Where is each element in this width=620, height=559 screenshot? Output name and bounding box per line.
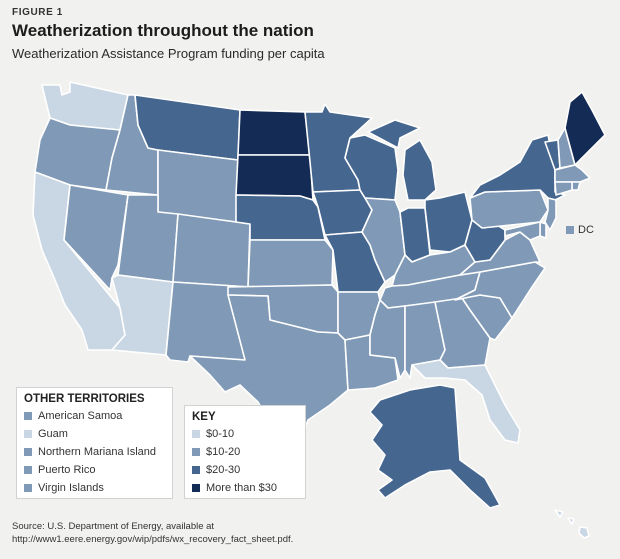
map-title: Weatherization throughout the nation — [12, 21, 314, 40]
key-row: More than $30 — [192, 479, 305, 497]
dc-swatch — [566, 226, 574, 234]
territory-swatch — [24, 484, 32, 492]
key-label: More than $30 — [206, 482, 277, 494]
state-nebraska — [235, 194, 326, 241]
state-alaska — [369, 384, 501, 509]
territory-row: American Samoa — [24, 407, 172, 425]
state-hawaii — [554, 509, 590, 539]
state-arizona — [111, 274, 174, 356]
state-colorado — [172, 213, 251, 288]
territory-row: Puerto Rico — [24, 461, 172, 479]
other-territories-heading: OTHER TERRITORIES — [24, 393, 145, 405]
source-note: Source: U.S. Department of Energy, avail… — [12, 521, 294, 545]
key-row: $0-10 — [192, 425, 305, 443]
figure-label: FIGURE 1 — [12, 7, 63, 18]
key-heading: KEY — [192, 411, 216, 423]
dc-label: DC — [578, 224, 594, 236]
territory-label: Northern Mariana Island — [38, 446, 157, 458]
territory-swatch — [24, 448, 32, 456]
state-maryland — [504, 221, 541, 241]
territory-row: Virgin Islands — [24, 479, 172, 497]
key-legend: KEY $0-10 $10-20 $20-30 More than $30 — [184, 405, 306, 499]
territory-swatch — [24, 430, 32, 438]
key-label: $10-20 — [206, 446, 241, 458]
territory-swatch — [24, 466, 32, 474]
key-label: $20-30 — [206, 464, 241, 476]
state-mississippi — [369, 299, 406, 379]
territory-label: Puerto Rico — [38, 464, 96, 476]
state-north-dakota — [237, 109, 311, 156]
key-swatch — [192, 448, 200, 456]
key-swatch — [192, 466, 200, 474]
key-swatch — [192, 430, 200, 438]
state-maine — [564, 91, 606, 166]
state-illinois — [361, 197, 406, 283]
state-rhode-island — [571, 181, 581, 191]
key-row: $10-20 — [192, 443, 305, 461]
territory-swatch — [24, 412, 32, 420]
state-new-jersey — [544, 197, 557, 231]
state-florida — [411, 359, 521, 444]
state-kansas — [247, 239, 334, 288]
state-south-dakota — [235, 154, 314, 201]
map-subtitle: Weatherization Assistance Program fundin… — [12, 46, 325, 61]
territory-label: Virgin Islands — [38, 482, 104, 494]
state-north-carolina — [454, 261, 546, 319]
territory-label: American Samoa — [38, 410, 123, 422]
other-territories-panel: OTHER TERRITORIES American Samoa Guam Nort… — [16, 387, 173, 499]
state-connecticut — [554, 181, 573, 196]
state-michigan — [367, 119, 437, 201]
key-swatch — [192, 484, 200, 492]
state-wyoming — [157, 149, 239, 223]
key-row: $20-30 — [192, 461, 305, 479]
territory-row: Guam — [24, 425, 172, 443]
key-label: $0-10 — [206, 428, 235, 440]
territory-label: Guam — [38, 428, 68, 440]
territory-row: Northern Mariana Island — [24, 443, 172, 461]
state-delaware — [539, 221, 547, 239]
